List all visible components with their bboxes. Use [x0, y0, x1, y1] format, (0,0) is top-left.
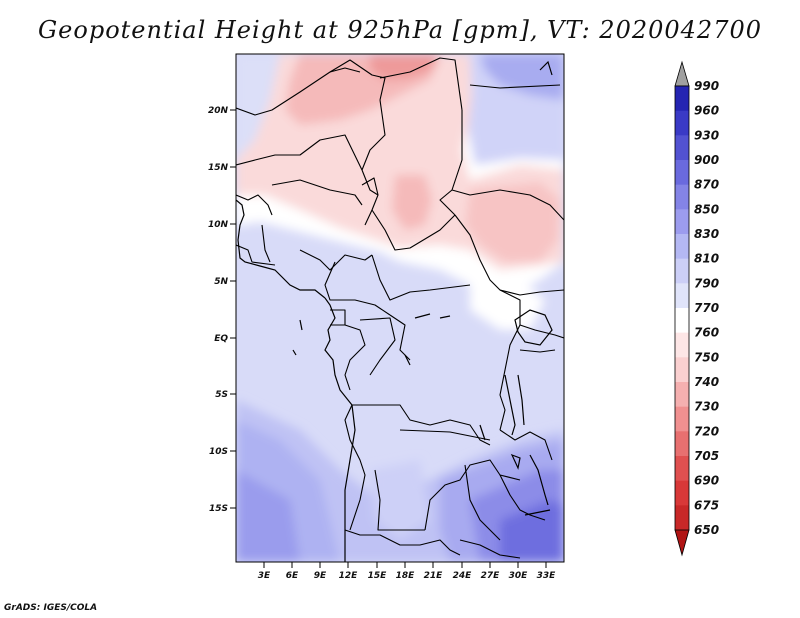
- colorbar-label: 690: [694, 474, 719, 488]
- lon-label: 12E: [339, 571, 359, 581]
- colorbar-bin: [675, 505, 689, 531]
- lat-label: 15S: [209, 504, 228, 514]
- lat-label: 10S: [209, 447, 228, 457]
- lon-label: 15E: [368, 571, 388, 581]
- colorbar-label: 730: [694, 400, 719, 414]
- height-field-shading: [236, 54, 564, 562]
- colorbar-label: 650: [694, 523, 719, 537]
- colorbar-label: 705: [694, 449, 719, 463]
- plot-frame: [235, 53, 565, 563]
- colorbar-bin: [675, 110, 689, 136]
- colorbar-label: 770: [694, 301, 719, 315]
- colorbar-bin: [675, 382, 689, 408]
- colorbar-bin: [675, 308, 689, 334]
- colorbar-bin: [675, 357, 689, 383]
- colorbar-bin: [675, 406, 689, 432]
- lon-label: 33E: [537, 571, 557, 581]
- colorbar-label: 760: [694, 326, 719, 340]
- lat-label: 5S: [215, 390, 228, 400]
- colorbar-bin: [675, 283, 689, 309]
- lat-label: 20N: [208, 106, 229, 116]
- colorbar-label: 990: [694, 79, 719, 93]
- colorbar-label: 740: [694, 375, 719, 389]
- colorbar-bin: [675, 332, 689, 358]
- lat-label: 5N: [214, 277, 228, 287]
- coastlines: [236, 60, 553, 562]
- lon-label: 21E: [424, 571, 444, 581]
- map-title: Geopotential Height at 925hPa [gpm], VT:…: [38, 16, 762, 44]
- lon-label: 24E: [453, 571, 473, 581]
- colorbar-bin: [675, 234, 689, 260]
- colorbar-label: 790: [694, 276, 719, 290]
- colorbar-bin: [675, 184, 689, 210]
- colorbar-label: 870: [694, 178, 719, 192]
- colorbar-label: 850: [694, 202, 719, 216]
- lon-label: 30E: [509, 571, 529, 581]
- grads-credit: GrADS: IGES/COLA: [4, 603, 98, 613]
- lon-label: 27E: [481, 571, 501, 581]
- colorbar-label: 960: [694, 104, 719, 118]
- colorbar-bin: [675, 480, 689, 506]
- colorbar-low-cap: [674, 529, 690, 557]
- colorbar-bin: [675, 258, 689, 284]
- colorbar-label: 750: [694, 350, 719, 364]
- lat-label: EQ: [214, 334, 228, 344]
- colorbar-bin: [675, 456, 689, 482]
- colorbar-label: 675: [694, 498, 719, 512]
- colorbar: 990 960 930 900 870 850 830 810 790 770 …: [674, 60, 719, 557]
- lon-label: 3E: [258, 571, 271, 581]
- colorbar-bin: [675, 135, 689, 161]
- colorbar-label: 930: [694, 128, 719, 142]
- colorbar-bin: [675, 209, 689, 235]
- country-boundaries: [236, 57, 564, 559]
- colorbar-label: 810: [694, 252, 719, 266]
- lon-label: 6E: [286, 571, 299, 581]
- lon-label: 9E: [314, 571, 327, 581]
- colorbar-high-cap: [674, 60, 690, 87]
- colorbar-label: 830: [694, 227, 719, 241]
- colorbar-label: 720: [694, 424, 719, 438]
- colorbar-bin: [675, 86, 689, 112]
- colorbar-label: 900: [694, 153, 719, 167]
- lat-label: 15N: [208, 163, 229, 173]
- latitude-axis: 20N 15N 10N 5N EQ 5S 10S 15S: [208, 106, 236, 514]
- longitude-axis: 3E 6E 9E 12E 15E 18E 21E 24E 27E 30E 33E: [258, 562, 556, 581]
- colorbar-frame: [674, 85, 690, 531]
- lat-label: 10N: [208, 220, 229, 230]
- colorbar-bin: [675, 160, 689, 186]
- lon-label: 18E: [396, 571, 416, 581]
- colorbar-bin: [675, 431, 689, 457]
